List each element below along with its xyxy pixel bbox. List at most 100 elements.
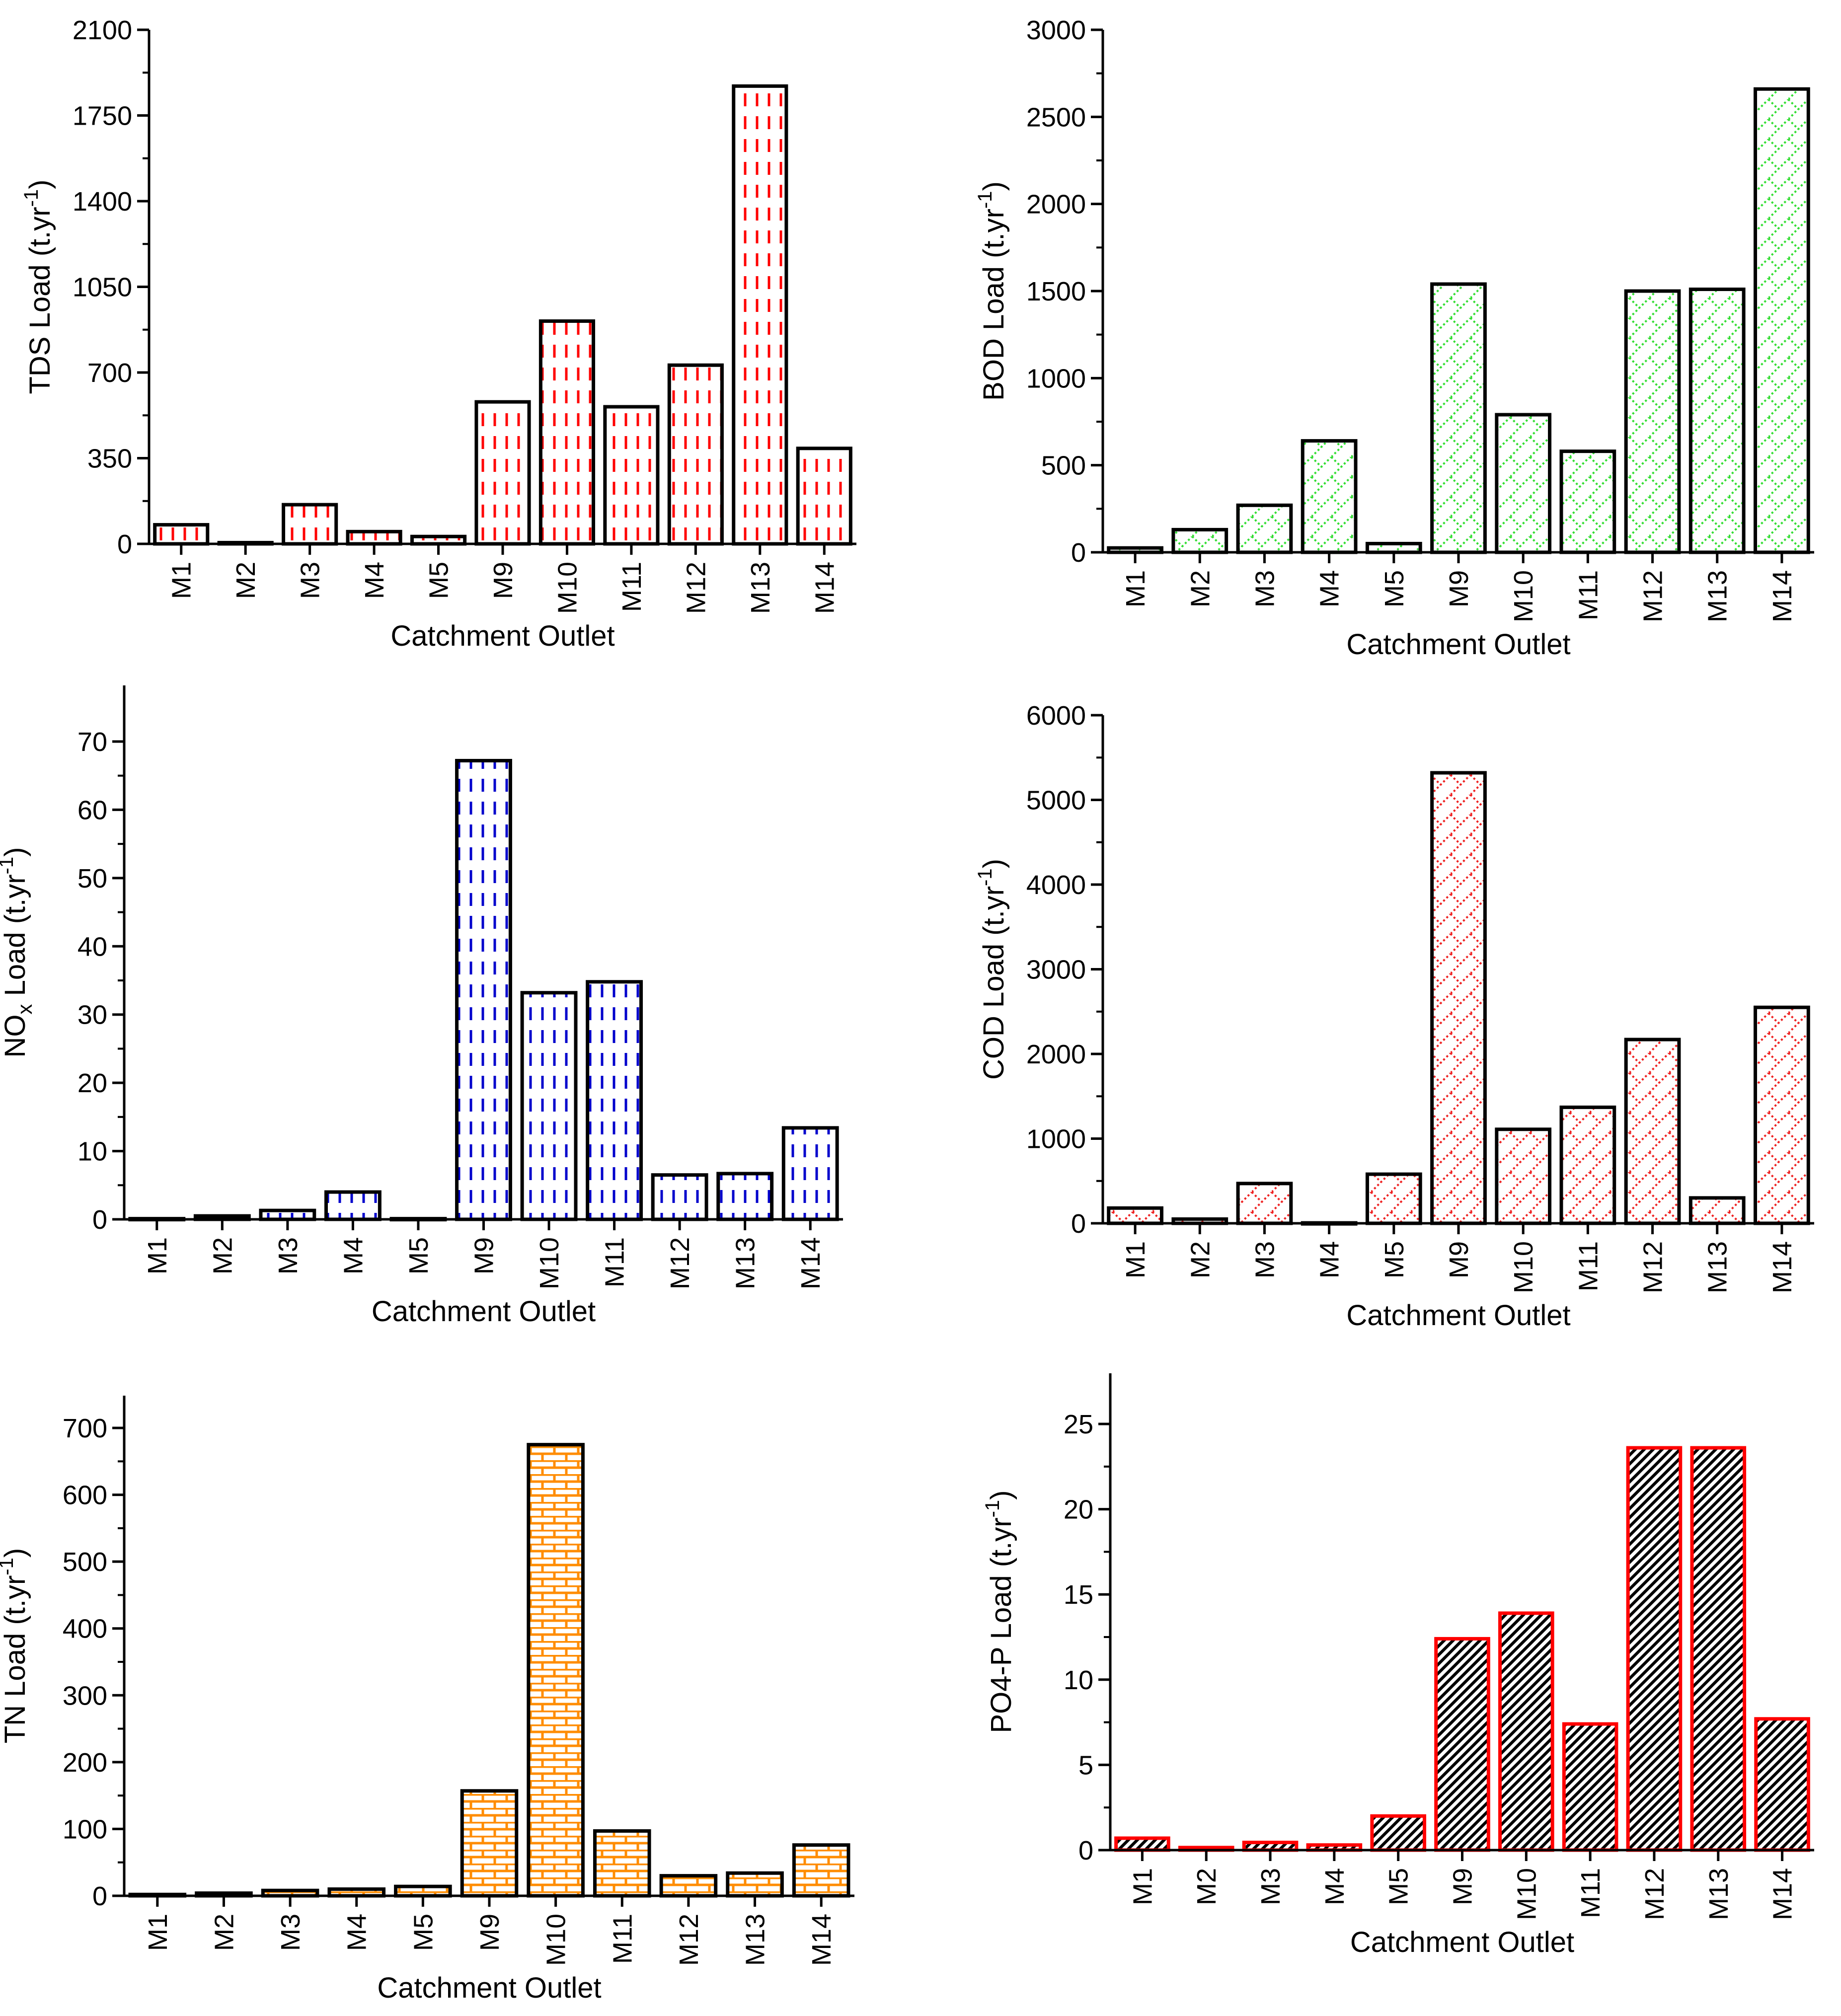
chart-panel-5: 0 100 200 300 400 500 600 700 M1 M2 M3 M4 M5 M9 M10 M11… <box>0 1396 854 2004</box>
y-tick-label: 300 <box>63 1681 107 1711</box>
x-axis-title: Catchment Outlet <box>1350 1926 1574 1958</box>
y-tick-label: 60 <box>77 795 107 825</box>
y-axis-title: COD Load (t.yr-1) <box>974 859 1010 1080</box>
x-category-label: M3 <box>273 1237 303 1274</box>
y-tick-label: 3000 <box>1026 955 1086 985</box>
bar-m9 <box>1430 282 1487 554</box>
bar-m10 <box>527 1443 585 1898</box>
bar-m14 <box>792 1843 850 1898</box>
bar-m12 <box>1626 1446 1683 1852</box>
bar-m9 <box>1430 771 1487 1225</box>
x-category-label: M13 <box>1704 1868 1734 1920</box>
bar-m14 <box>781 1126 839 1221</box>
bar-m11 <box>1559 449 1616 554</box>
y-tick-label: 40 <box>77 932 107 962</box>
y-tick-label: 2000 <box>1026 190 1086 220</box>
bar-m9 <box>1434 1637 1490 1852</box>
x-category-label: M12 <box>681 562 711 614</box>
bar-m4 <box>346 529 402 546</box>
x-category-label: M12 <box>1638 1241 1668 1293</box>
bar-m12 <box>659 1874 718 1898</box>
bar-m3 <box>1236 503 1293 554</box>
x-category-label: M1 <box>1121 570 1151 607</box>
y-axis-title: TN Load (t.yr-1) <box>0 1548 31 1743</box>
x-category-label: M4 <box>1315 1241 1345 1278</box>
y-tick-label: 5000 <box>1026 786 1086 816</box>
bar-m13 <box>1690 1446 1747 1852</box>
bar-m5 <box>394 1884 452 1898</box>
chart-panel-6: 0 5 10 15 20 25 M1 M2 M3 M4 M5 M9 M10 M11 M12 M13 M14 Cat… <box>982 1373 1814 1958</box>
y-tick-label: 0 <box>1071 538 1086 568</box>
x-category-label: M5 <box>1380 570 1409 607</box>
bar-m12 <box>1624 1038 1681 1225</box>
x-category-label: M1 <box>143 1914 173 1951</box>
x-category-label: M13 <box>741 1914 770 1966</box>
x-category-label: M14 <box>1768 1868 1798 1920</box>
y-axis-title: PO4-P Load (t.yr-1) <box>982 1490 1017 1733</box>
bar-m3 <box>1236 1182 1293 1225</box>
x-category-label: M3 <box>1256 1868 1286 1905</box>
y-tick-label: 1400 <box>73 187 132 217</box>
bar-m10 <box>1495 413 1552 554</box>
x-category-label: M2 <box>231 562 261 599</box>
bar-m13 <box>1688 287 1746 554</box>
x-category-label: M4 <box>342 1914 372 1951</box>
x-axis-title: Catchment Outlet <box>377 1972 601 2004</box>
x-category-label: M14 <box>1767 570 1797 622</box>
bar-m11 <box>1559 1105 1616 1225</box>
x-category-label: M10 <box>552 562 582 614</box>
x-category-label: M9 <box>488 562 518 599</box>
y-tick-label: 700 <box>87 358 132 388</box>
y-tick-label: 4000 <box>1026 870 1086 900</box>
x-category-label: M9 <box>475 1914 505 1951</box>
x-category-label: M5 <box>1384 1868 1414 1905</box>
bar-m10 <box>520 991 578 1221</box>
x-category-label: M14 <box>1767 1241 1797 1293</box>
y-tick-label: 6000 <box>1026 701 1086 731</box>
y-tick-label: 100 <box>63 1814 107 1844</box>
x-category-label: M13 <box>1703 1241 1733 1293</box>
x-category-label: M14 <box>810 562 840 614</box>
x-category-label: M5 <box>408 1914 438 1951</box>
x-axis-title: Catchment Outlet <box>372 1295 596 1328</box>
bar-m13 <box>726 1871 784 1898</box>
x-category-label: M12 <box>674 1914 704 1966</box>
bar-m5 <box>1365 541 1422 554</box>
x-category-label: M9 <box>1444 1241 1474 1278</box>
y-tick-label: 600 <box>63 1481 107 1510</box>
x-category-label: M2 <box>209 1914 239 1951</box>
y-tick-label: 700 <box>63 1414 107 1443</box>
bar-m3 <box>259 1208 316 1221</box>
y-tick-label: 70 <box>77 727 107 757</box>
y-axis-title: TDS Load (t.yr-1) <box>20 179 56 394</box>
x-category-label: M14 <box>807 1914 837 1966</box>
bar-m10 <box>538 319 596 546</box>
x-category-label: M10 <box>541 1914 571 1966</box>
y-tick-label: 0 <box>1071 1209 1086 1239</box>
y-tick-label: 1050 <box>73 273 132 302</box>
y-tick-label: 500 <box>1041 451 1086 481</box>
x-category-label: M5 <box>424 562 454 599</box>
y-tick-label: 1500 <box>1026 277 1086 306</box>
x-axis-title: Catchment Outlet <box>390 620 614 652</box>
x-category-label: M12 <box>1640 1868 1670 1920</box>
bar-m14 <box>796 447 852 546</box>
x-category-label: M2 <box>1185 1241 1215 1278</box>
x-category-label: M4 <box>1315 570 1345 607</box>
chart-panel-4: 0 1000 2000 3000 4000 5000 6000 M1 M2 M3 M4 M5 M9 M10… <box>974 701 1814 1332</box>
chart-panel-1: 0 350 700 1050 1400 1750 2100 M1 M2 M3 M4 M5 M9 M10 M1… <box>20 15 856 652</box>
y-tick-label: 2100 <box>73 15 132 45</box>
y-tick-label: 10 <box>77 1137 107 1167</box>
bar-m4 <box>1301 439 1358 554</box>
x-category-label: M10 <box>1509 570 1538 622</box>
bar-m11 <box>1562 1722 1618 1852</box>
x-category-label: M11 <box>617 562 647 612</box>
x-category-label: M3 <box>1250 1241 1280 1278</box>
bar-m14 <box>1754 1717 1810 1852</box>
bar-m1 <box>1107 1206 1163 1225</box>
x-category-label: M13 <box>1703 570 1733 622</box>
bar-m11 <box>586 980 643 1221</box>
x-category-label: M3 <box>1250 570 1280 607</box>
x-category-label: M11 <box>600 1237 630 1287</box>
bar-m9 <box>455 758 512 1221</box>
